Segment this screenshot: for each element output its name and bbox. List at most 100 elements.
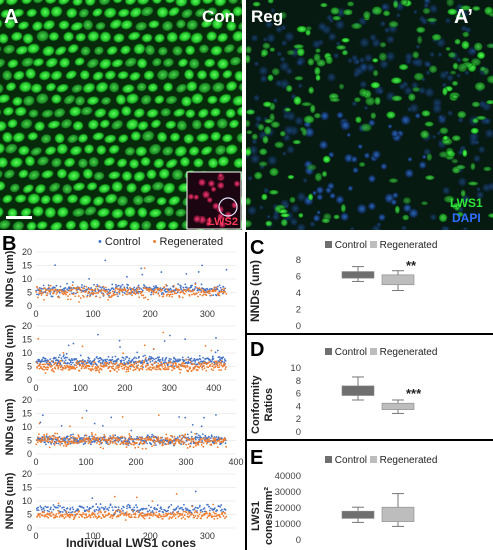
data-point-regenerated: [200, 288, 202, 291]
data-point-regenerated: [136, 510, 139, 513]
significance-stars-d: ***: [406, 386, 422, 401]
cone-cell: [94, 108, 107, 118]
panel-a-condition-label: Con: [202, 7, 236, 26]
dapi-nucleus: [302, 178, 308, 183]
data-point-regenerated: [173, 290, 176, 293]
data-point-regenerated: [84, 434, 87, 437]
data-point-control: [215, 413, 217, 416]
cone-cell: [186, 19, 198, 31]
data-point-control: [160, 271, 163, 273]
dapi-nucleus: [421, 17, 428, 25]
data-point-control: [119, 286, 122, 289]
data-point-regenerated: [75, 361, 78, 364]
cone-cell: [103, 7, 117, 19]
box-body: [381, 402, 415, 410]
data-point-regenerated: [44, 438, 47, 441]
data-point-regenerated: [78, 301, 80, 303]
data-point-control: [198, 289, 201, 291]
data-point-regenerated: [81, 513, 83, 516]
cone-cell: [400, 0, 409, 6]
data-point-control: [177, 358, 179, 361]
data-point-control: [120, 285, 122, 288]
data-point-regenerated: [107, 298, 109, 301]
data-point-control: [64, 362, 67, 365]
data-point-control: [150, 443, 153, 446]
data-point-regenerated: [58, 360, 61, 363]
data-point-regenerated: [124, 289, 127, 292]
data-point-regenerated: [138, 359, 141, 362]
data-point-regenerated: [99, 436, 102, 439]
cone-cell: [63, 94, 76, 105]
cone-cell: [340, 203, 346, 213]
cone-cell: [20, 118, 33, 129]
data-point-regenerated: [76, 362, 79, 365]
legend-control-label: Control: [334, 240, 368, 251]
data-point-control: [126, 505, 128, 508]
data-point-regenerated: [194, 365, 197, 367]
cone-cell: [2, 194, 13, 204]
data-point-regenerated: [85, 440, 88, 443]
data-point-control: [210, 434, 213, 437]
cone-cell: [48, 182, 61, 193]
dapi-nucleus: [325, 187, 332, 194]
data-point-regenerated: [94, 514, 96, 516]
data-point-control: [99, 286, 102, 288]
cone-cell: [289, 196, 296, 204]
data-point-regenerated: [171, 295, 174, 298]
data-point-regenerated: [91, 511, 94, 514]
cone-cell: [36, 30, 49, 42]
data-point-control: [91, 497, 94, 500]
cone-cell: [442, 135, 449, 141]
data-point-regenerated: [128, 513, 131, 515]
data-point-regenerated: [38, 422, 41, 425]
cone-cell: [78, 8, 90, 18]
data-point-control: [77, 439, 79, 442]
data-point-control: [74, 358, 77, 361]
data-point-control: [131, 508, 134, 511]
cone-cell: [40, 194, 51, 205]
data-point-control: [208, 435, 210, 438]
dapi-nucleus: [317, 22, 327, 32]
dapi-nucleus: [444, 226, 450, 230]
data-point-regenerated: [73, 511, 76, 514]
data-point-control: [106, 358, 108, 361]
cone-cell: [398, 64, 409, 71]
lws2-cell: [188, 193, 194, 200]
data-point-regenerated: [57, 366, 60, 369]
data-point-control: [187, 436, 190, 439]
cone-cell: [313, 112, 321, 119]
cone-cell: [314, 172, 323, 182]
cone-cell: [173, 108, 186, 117]
cone-cell: [460, 5, 472, 11]
x-tick-label: 0: [33, 457, 38, 467]
micrograph-regenerated-image: [246, 0, 493, 230]
data-point-control: [102, 507, 105, 509]
data-point-regenerated: [67, 440, 70, 442]
data-point-regenerated: [204, 439, 206, 442]
cone-cell: [14, 106, 27, 117]
data-point-regenerated: [173, 444, 176, 446]
cone-cell: [322, 155, 331, 164]
cone-cell: [271, 67, 280, 76]
cone-cell: [97, 207, 110, 218]
data-point-regenerated: [202, 290, 205, 293]
data-point-control: [102, 359, 105, 362]
data-point-regenerated: [162, 513, 165, 516]
cone-cell: [59, 57, 71, 68]
data-point-control: [112, 509, 114, 512]
data-point-regenerated: [127, 288, 130, 291]
data-point-regenerated: [91, 433, 93, 436]
data-point-regenerated: [86, 361, 89, 364]
data-point-regenerated: [68, 440, 71, 443]
data-point-regenerated: [62, 515, 65, 518]
cone-cell: [109, 19, 122, 30]
data-point-control: [96, 506, 99, 508]
data-point-regenerated: [81, 345, 84, 348]
data-point-regenerated: [158, 516, 160, 519]
data-point-regenerated: [66, 512, 69, 515]
data-point-control: [170, 358, 172, 361]
data-point-regenerated: [56, 432, 59, 435]
data-point-control: [198, 504, 201, 507]
data-point-regenerated: [63, 292, 66, 295]
data-point-control: [201, 510, 204, 513]
